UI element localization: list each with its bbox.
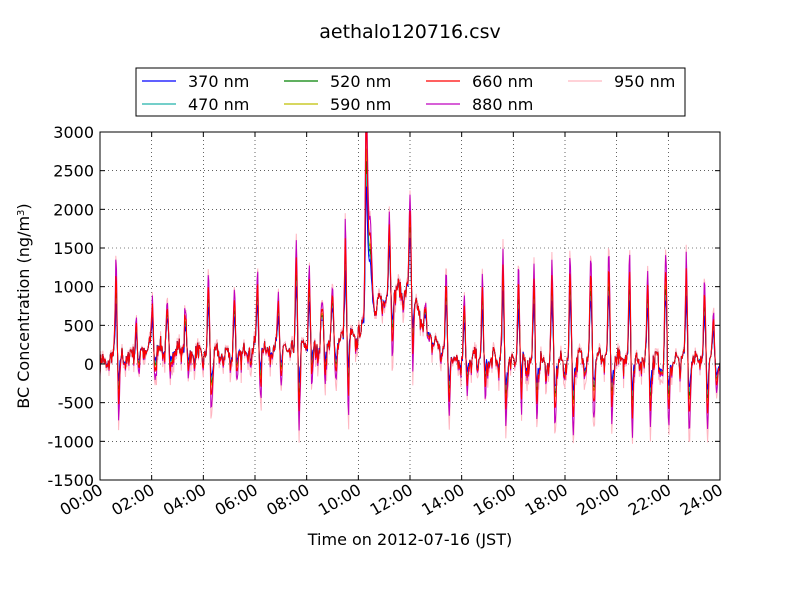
y-tick-label: 1500 — [53, 239, 94, 258]
y-axis-label-tail: ) — [14, 203, 33, 209]
y-tick-label: 0 — [84, 355, 94, 374]
legend-label: 880 nm — [472, 95, 533, 114]
legend: 370 nm 470 nm 520 nm 590 nm 660 nm 880 nm 950 … — [135, 67, 686, 117]
y-tick-label: 1000 — [53, 278, 94, 297]
series-lines — [100, 132, 720, 444]
chart-title: aethalo120716.csv — [319, 21, 501, 43]
legend-label: 660 nm — [472, 72, 533, 91]
y-tick-label: 500 — [63, 316, 94, 335]
legend-box — [135, 67, 686, 117]
legend-label: 590 nm — [330, 95, 391, 114]
y-tick-label: -500 — [58, 394, 94, 413]
series-line-950-nm — [100, 132, 720, 444]
y-tick-label: -1500 — [48, 471, 95, 490]
legend-label: 520 nm — [330, 72, 391, 91]
legend-label: 370 nm — [188, 72, 249, 91]
y-axis-label-main: BC Concentration (ng/m — [14, 216, 33, 409]
y-axis-label: BC Concentration (ng/m3) — [14, 203, 33, 408]
legend-label: 470 nm — [188, 95, 249, 114]
y-axis-label-superscript: 3 — [16, 210, 27, 216]
y-tick-label: 3000 — [53, 123, 94, 142]
series-line-660-nm — [100, 132, 720, 419]
y-tick-label: -1000 — [48, 432, 95, 451]
legend-label: 950 nm — [614, 72, 675, 91]
y-tick-label: 2500 — [53, 162, 94, 181]
x-axis-label: Time on 2012-07-16 (JST) — [307, 530, 512, 549]
series-line-880-nm — [100, 132, 720, 438]
y-tick-label: 2000 — [53, 200, 94, 219]
